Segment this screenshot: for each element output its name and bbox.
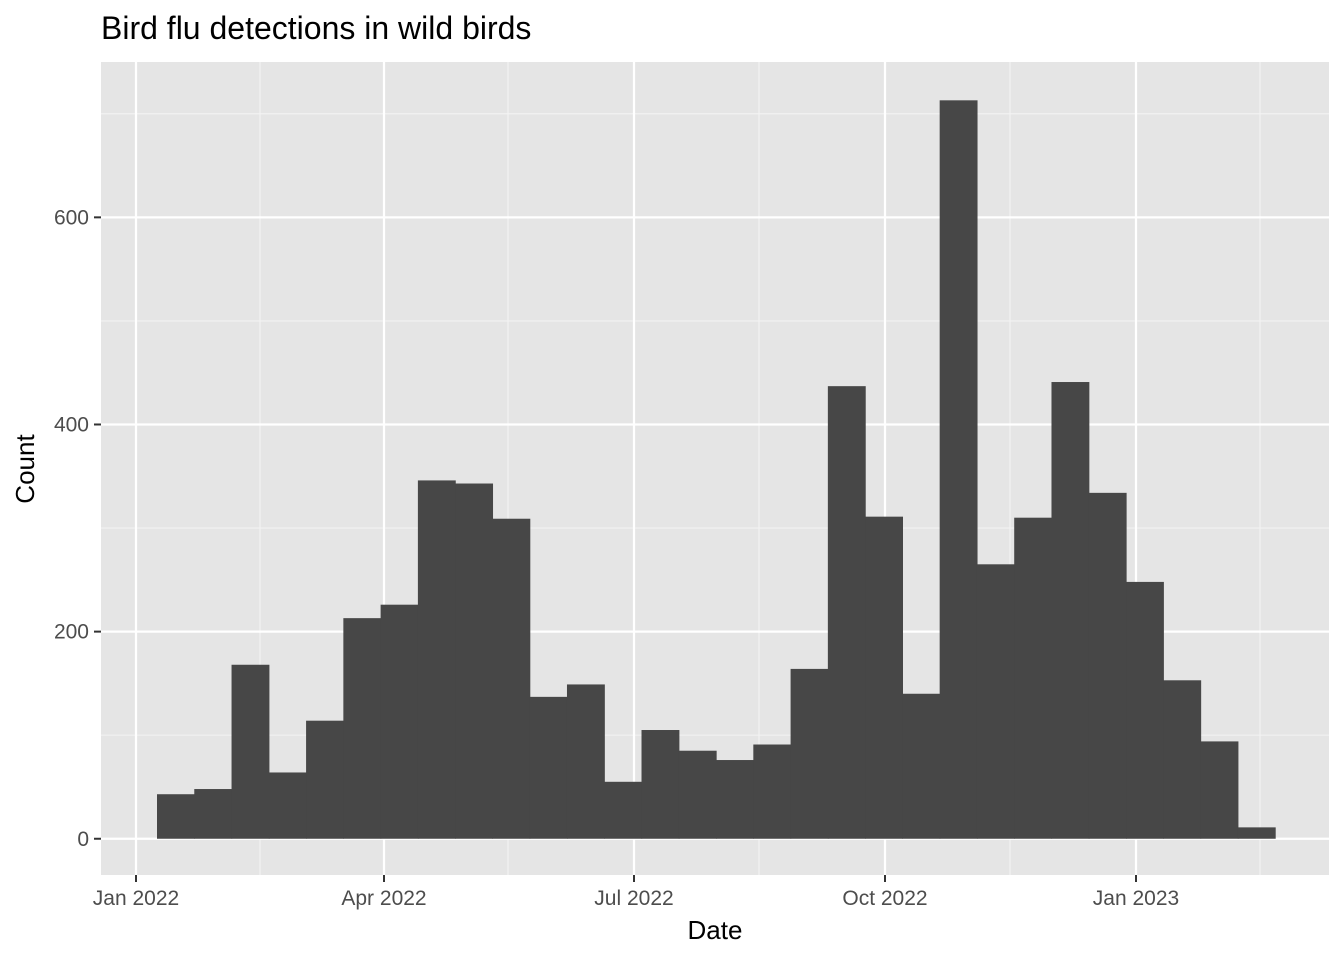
bar: [1088, 492, 1127, 839]
bars: [157, 100, 1276, 839]
bar: [343, 618, 382, 839]
y-tick-label: 600: [54, 206, 89, 229]
y-axis-title: Count: [10, 434, 40, 504]
x-axis-title: Date: [688, 915, 743, 945]
bar: [1014, 517, 1053, 839]
x-tick-label: Jan 2022: [93, 887, 179, 910]
bar: [827, 386, 866, 839]
bar: [1051, 382, 1090, 839]
bar: [380, 604, 419, 839]
bar: [529, 696, 568, 839]
bar: [231, 664, 270, 839]
bar: [865, 516, 903, 839]
bar: [790, 668, 829, 839]
chart-title: Bird flu detections in wild birds: [101, 10, 531, 46]
y-tick-label: 200: [54, 621, 89, 644]
bar: [417, 480, 456, 839]
bar: [939, 100, 978, 839]
bar: [306, 720, 344, 839]
x-tick-label: Oct 2022: [842, 887, 927, 910]
x-axis: Jan 2022 Apr 2022 Jul 2022 Oct 2022 Jan 2023: [93, 875, 1179, 910]
bar: [455, 483, 494, 839]
y-tick-label: 400: [54, 413, 89, 436]
y-tick-label: 0: [77, 828, 89, 851]
bar: [194, 789, 233, 839]
bar: [1163, 680, 1202, 839]
x-tick-label: Jan 2023: [1093, 887, 1179, 910]
bar: [902, 693, 941, 839]
bar: [678, 750, 717, 839]
bar: [492, 518, 531, 839]
bar: [1237, 827, 1276, 839]
bar: [976, 564, 1015, 839]
bar: [268, 772, 307, 839]
bar: [1200, 741, 1239, 839]
minor-grid: [101, 62, 1329, 875]
bar: [1126, 581, 1164, 839]
x-tick-label: Jul 2022: [594, 887, 673, 910]
bar: [604, 781, 643, 839]
bar: [753, 744, 792, 839]
bar: [641, 730, 680, 839]
bar: [716, 760, 754, 839]
bar: [157, 794, 195, 839]
y-axis: 0 200 400 600: [54, 206, 101, 851]
bar: [566, 684, 605, 839]
x-tick-label: Apr 2022: [341, 887, 426, 910]
